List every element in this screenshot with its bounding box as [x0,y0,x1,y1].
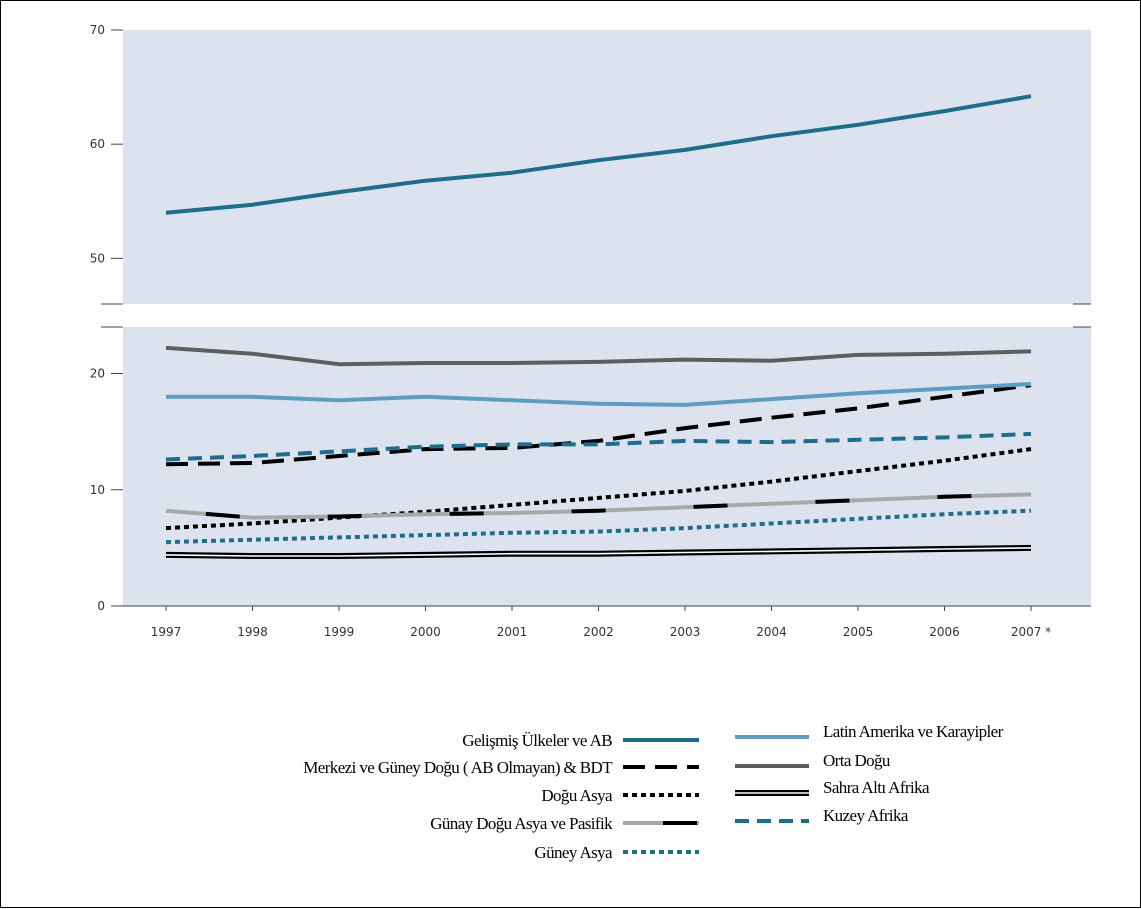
x-tick-label: 2001 [497,625,528,639]
x-tick-label: 1999 [324,625,355,639]
y-tick-label: 20 [90,367,105,381]
x-axis: 1997 1998 1999 2000 2001 2002 2003 2004 2005 2006… [123,605,1091,639]
lower-panel [123,327,1091,606]
series-line-gunay-dogu-asya-ve-pasifik [165,492,1032,520]
plot-backgrounds [101,30,1091,606]
legend-label: Günay Doğu Asya ve Pasifik [430,814,613,833]
y-tick-label: 0 [97,599,105,613]
legend-label: Latin Amerika ve Karayipler [823,722,1004,741]
x-tick-label: 1998 [237,625,268,639]
legend-label: Doğu Asya [541,786,613,805]
y-tick-label: 70 [90,23,105,37]
x-tick-label: 2007 * [1011,625,1051,639]
legend: Gelişmiş Ülkeler ve AB Merkezi ve Güney D… [303,722,1004,862]
upper-panel [123,30,1091,304]
series-lines [165,94,1032,559]
x-tick-label: 2006 [929,625,960,639]
legend-label: Merkezi ve Güney Doğu ( AB Olmayan) & BD… [303,758,613,777]
series-line-guney-asya [165,508,1032,545]
x-tick-label: 1997 [151,625,182,639]
x-tick-label: 2003 [670,625,701,639]
legend-label: Orta Doğu [823,751,891,770]
y-axis: 0 10 20 50 60 70 [90,23,123,613]
x-tick-label: 2002 [583,625,614,639]
y-tick-label: 10 [90,483,105,497]
series-line-gelismis-ulkeler-ve-ab [165,94,1032,215]
legend-label: Sahra Altı Afrika [823,778,930,797]
series-line-dogu-asya [165,447,1032,531]
x-tick-label: 2000 [410,625,441,639]
series-line-kuzey-afrika [165,431,1032,462]
legend-label: Güney Asya [534,843,613,862]
series-line-latin-amerika-ve-karayipler [166,382,1032,407]
x-tick-label: 2005 [843,625,874,639]
series-line-orta-dogu [165,345,1032,367]
y-tick-label: 60 [90,137,105,151]
series-line-sahra-alti-afrika [165,544,1032,559]
x-tick-label: 2004 [756,625,787,639]
series-line-merkezi-ve-guney-dogu-ab-olmayan-bdt [165,383,1032,467]
legend-label: Kuzey Afrika [823,806,909,825]
legend-label: Gelişmiş Ülkeler ve AB [462,731,612,750]
y-tick-label: 50 [90,251,105,265]
